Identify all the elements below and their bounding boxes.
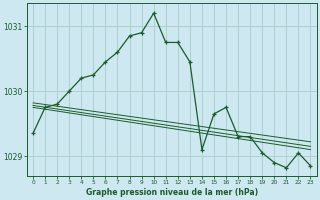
X-axis label: Graphe pression niveau de la mer (hPa): Graphe pression niveau de la mer (hPa): [86, 188, 258, 197]
